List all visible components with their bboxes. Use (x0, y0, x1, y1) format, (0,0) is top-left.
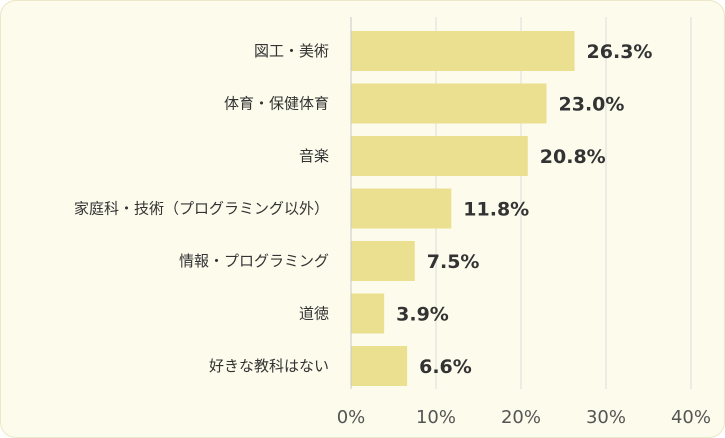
tick-label-40: 40% (671, 407, 711, 428)
value-label-1: 23.0% (559, 94, 625, 116)
bar-4 (351, 241, 415, 281)
tick-label-0: 0% (337, 407, 366, 428)
category-label-6: 好きな教科はない (209, 357, 329, 375)
category-label-1: 体育・保健体育 (224, 95, 329, 113)
tick-label-30: 30% (586, 407, 626, 428)
value-label-2: 20.8% (540, 146, 606, 168)
bar-5 (351, 293, 385, 334)
value-label-0: 26.3% (587, 41, 653, 63)
value-label-4: 7.5% (427, 251, 480, 273)
bar-6 (351, 346, 408, 386)
bar-2 (351, 136, 528, 176)
value-label-5: 3.9% (396, 304, 449, 326)
category-label-5: 道徳 (299, 305, 329, 323)
bar-3 (351, 188, 452, 229)
category-label-0: 図工・美術 (254, 42, 329, 60)
category-label-2: 音楽 (299, 147, 329, 165)
value-label-6: 6.6% (419, 356, 472, 378)
bar-1 (351, 83, 547, 124)
tick-label-20: 20% (501, 407, 541, 428)
tick-label-10: 10% (416, 407, 456, 428)
category-label-4: 情報・プログラミング (179, 252, 329, 270)
category-label-3: 家庭科・技術（プログラミング以外） (74, 200, 329, 218)
bar-0 (351, 31, 575, 71)
value-label-3: 11.8% (463, 199, 529, 221)
